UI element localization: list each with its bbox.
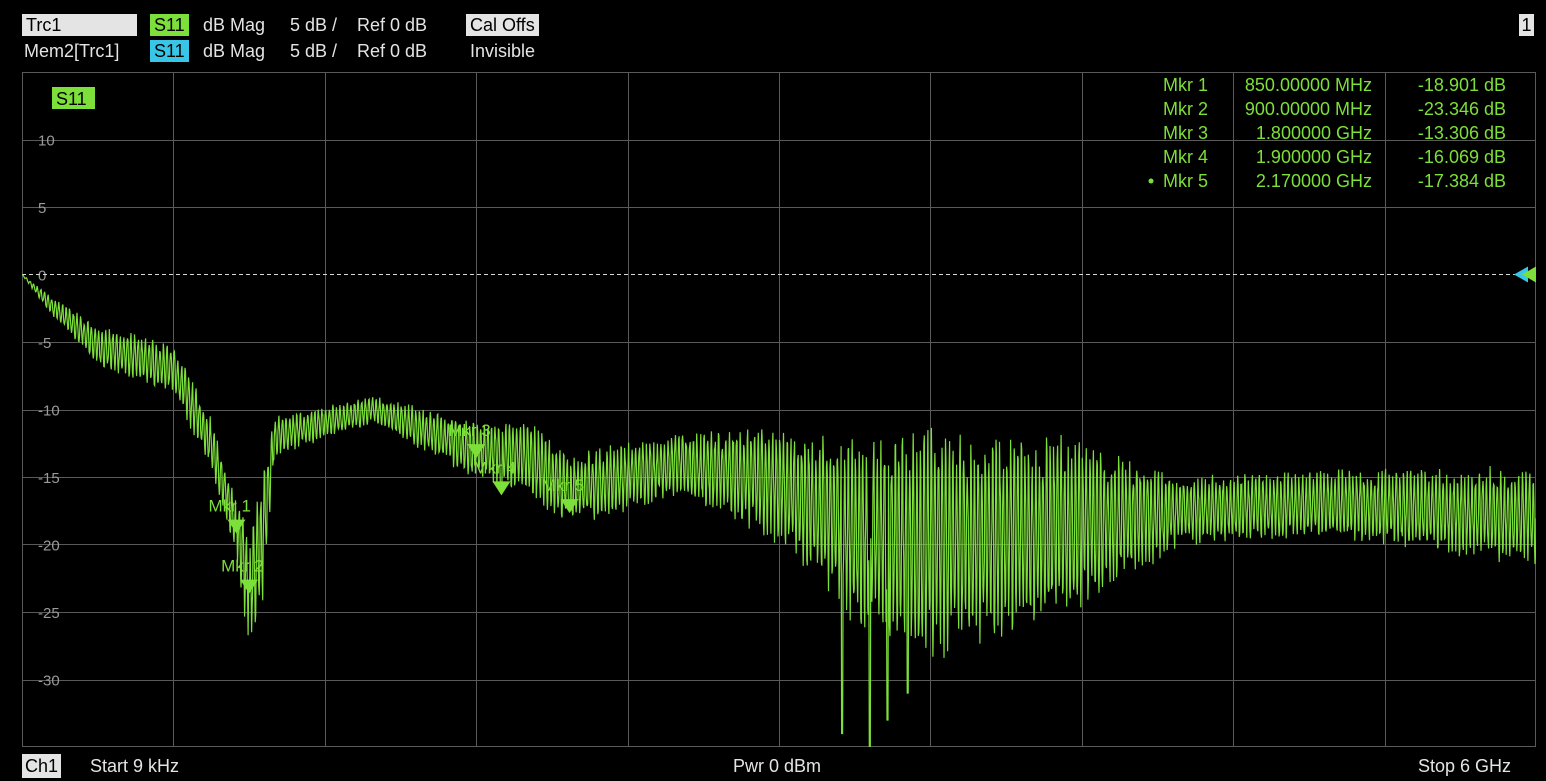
trace-format[interactable]: dB Mag <box>203 15 266 35</box>
y-tick-label: 10 <box>38 133 55 150</box>
memory-status[interactable]: Invisible <box>470 41 536 61</box>
y-tick-label: 0 <box>38 268 46 285</box>
trace-name-mem2[interactable]: Mem2[Trc1] <box>24 41 120 61</box>
marker-table-frequency[interactable]: 900.00000 MHz <box>1245 99 1372 119</box>
marker-table-name[interactable]: Mkr 2 <box>1163 99 1208 119</box>
y-tick-label: 5 <box>38 200 46 217</box>
memory-format[interactable]: dB Mag <box>203 41 266 61</box>
marker-table-frequency[interactable]: 1.900000 GHz <box>1256 147 1372 167</box>
marker-triangle[interactable] <box>467 444 486 459</box>
y-tick-label: -25 <box>38 605 60 622</box>
stop-frequency[interactable]: Stop 6 GHz <box>1418 756 1512 776</box>
marker-triangle[interactable] <box>492 481 511 496</box>
memory-reference-arrow[interactable] <box>1514 266 1528 283</box>
marker-table-name[interactable]: Mkr 5 <box>1163 171 1208 191</box>
trace-param-s11[interactable]: S11 <box>150 14 189 36</box>
start-frequency[interactable]: Start 9 kHz <box>90 756 180 776</box>
y-tick-label: -30 <box>38 673 60 690</box>
marker-table-value[interactable]: -17.384 dB <box>1418 171 1506 191</box>
markers[interactable]: Mkr 1 Mkr 2 Mkr 3 Mkr 4 Mkr 5 <box>208 421 584 594</box>
trace-header: Trc1 S11 dB Mag 5 dB / Ref 0 dB Cal Offs… <box>0 0 1546 66</box>
channel-number-badge[interactable]: 1 <box>1519 14 1534 36</box>
marker-info-table[interactable]: Mkr 1 850.00000 MHz -18.901 dB Mkr 2 900.000… <box>1148 75 1507 191</box>
marker-triangle[interactable] <box>227 519 246 534</box>
reference-arrows[interactable] <box>1514 266 1536 283</box>
channel-badge[interactable]: Ch1 <box>22 754 62 778</box>
trace-name-trc1[interactable]: Trc1 <box>22 14 137 36</box>
cal-status-badge[interactable]: Cal Offs <box>466 14 539 36</box>
marker-table-frequency[interactable]: 1.800000 GHz <box>1256 123 1372 143</box>
trace-label: S11 <box>56 89 87 109</box>
channel-footer: Ch1 Start 9 kHz Pwr 0 dBm Stop 6 GHz <box>0 751 1546 781</box>
marker-label[interactable]: Mkr 2 <box>221 557 264 576</box>
memory-param-s11[interactable]: S11 <box>150 40 189 62</box>
trace-reference-arrow[interactable] <box>1522 266 1536 283</box>
marker-table-frequency[interactable]: 2.170000 GHz <box>1256 171 1372 191</box>
marker-table-value[interactable]: -23.346 dB <box>1418 99 1506 119</box>
grid <box>22 72 1536 747</box>
marker-table-name[interactable]: Mkr 3 <box>1163 123 1208 143</box>
memory-scale[interactable]: 5 dB / <box>290 41 338 61</box>
y-tick-label: -15 <box>38 470 60 487</box>
y-axis-ticks: 10 5 0 -5 -10 -15 -20 -25 -30 <box>38 133 60 690</box>
memory-ref[interactable]: Ref 0 dB <box>357 41 428 61</box>
marker-label[interactable]: Mkr 3 <box>448 421 491 440</box>
y-tick-label: -10 <box>38 403 60 420</box>
marker-triangle[interactable] <box>560 499 579 514</box>
marker-label[interactable]: Mkr 5 <box>542 476 585 495</box>
marker-table-name[interactable]: Mkr 1 <box>1163 75 1208 95</box>
marker-table-value[interactable]: -13.306 dB <box>1418 123 1506 143</box>
marker-label[interactable]: Mkr 1 <box>208 497 251 516</box>
marker-triangle[interactable] <box>240 579 259 594</box>
marker-table-name[interactable]: Mkr 4 <box>1163 147 1208 167</box>
marker-label[interactable]: Mkr 4 <box>473 458 516 477</box>
trace-ref[interactable]: Ref 0 dB <box>357 15 428 35</box>
y-tick-label: -5 <box>38 335 51 352</box>
s11-trace[interactable] <box>22 274 1536 748</box>
trace-label-badge[interactable] <box>52 87 95 109</box>
marker-table-value[interactable]: -18.901 dB <box>1418 75 1506 95</box>
active-marker-dot <box>1148 178 1154 184</box>
marker-table-frequency[interactable]: 850.00000 MHz <box>1245 75 1372 95</box>
y-tick-label: -20 <box>38 538 60 555</box>
source-power[interactable]: Pwr 0 dBm <box>733 756 822 776</box>
trace-scale[interactable]: 5 dB / <box>290 15 338 35</box>
marker-table-value[interactable]: -16.069 dB <box>1418 147 1506 167</box>
